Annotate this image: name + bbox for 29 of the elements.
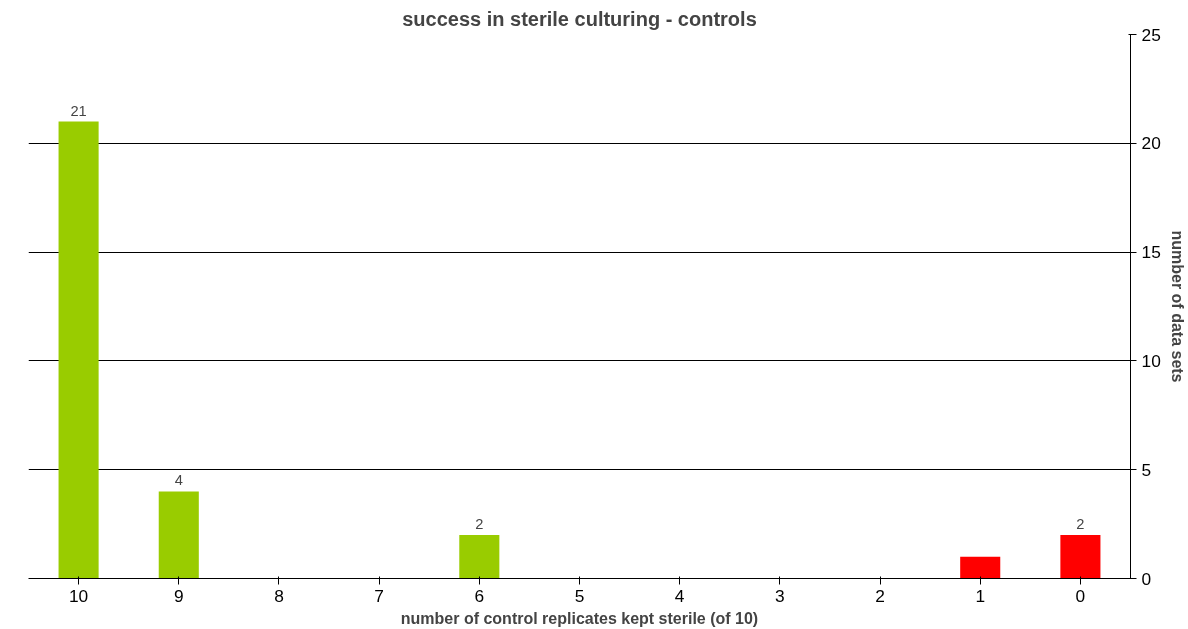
bar — [960, 556, 1001, 579]
y-tick-label: 10 — [1141, 350, 1161, 371]
chart-title: success in sterile culturing - controls — [402, 7, 757, 30]
y-tick-label: 20 — [1141, 133, 1161, 154]
x-tick-label: 7 — [374, 585, 384, 606]
x-tick-label: 10 — [68, 585, 89, 606]
x-tick-label: 4 — [674, 585, 685, 606]
x-tick-label: 8 — [274, 585, 284, 606]
data-label: 4 — [174, 472, 183, 489]
x-axis-title: number of control replicates kept sterile (of 10) — [400, 609, 759, 627]
bar — [158, 491, 199, 579]
data-label: 21 — [70, 102, 87, 119]
data-label: 2 — [475, 515, 484, 532]
x-tick-label: 2 — [875, 585, 885, 606]
x-tick-label: 5 — [574, 585, 585, 606]
y-tick-label: 5 — [1141, 459, 1152, 480]
y-tick-label: 0 — [1141, 568, 1152, 589]
x-tick-label: 9 — [173, 585, 184, 606]
x-tick-label: 3 — [775, 585, 785, 606]
x-tick-label: 6 — [474, 585, 485, 606]
y-tick-label: 15 — [1141, 242, 1161, 263]
x-tick-label: 1 — [975, 585, 986, 606]
data-label: 2 — [1076, 515, 1085, 532]
bar — [459, 534, 500, 579]
x-tick-label: 0 — [1075, 585, 1086, 606]
y-tick-label: 25 — [1141, 24, 1161, 45]
bar — [1060, 534, 1101, 579]
bar — [58, 121, 99, 579]
y-axis-title: number of data sets — [1168, 230, 1186, 383]
